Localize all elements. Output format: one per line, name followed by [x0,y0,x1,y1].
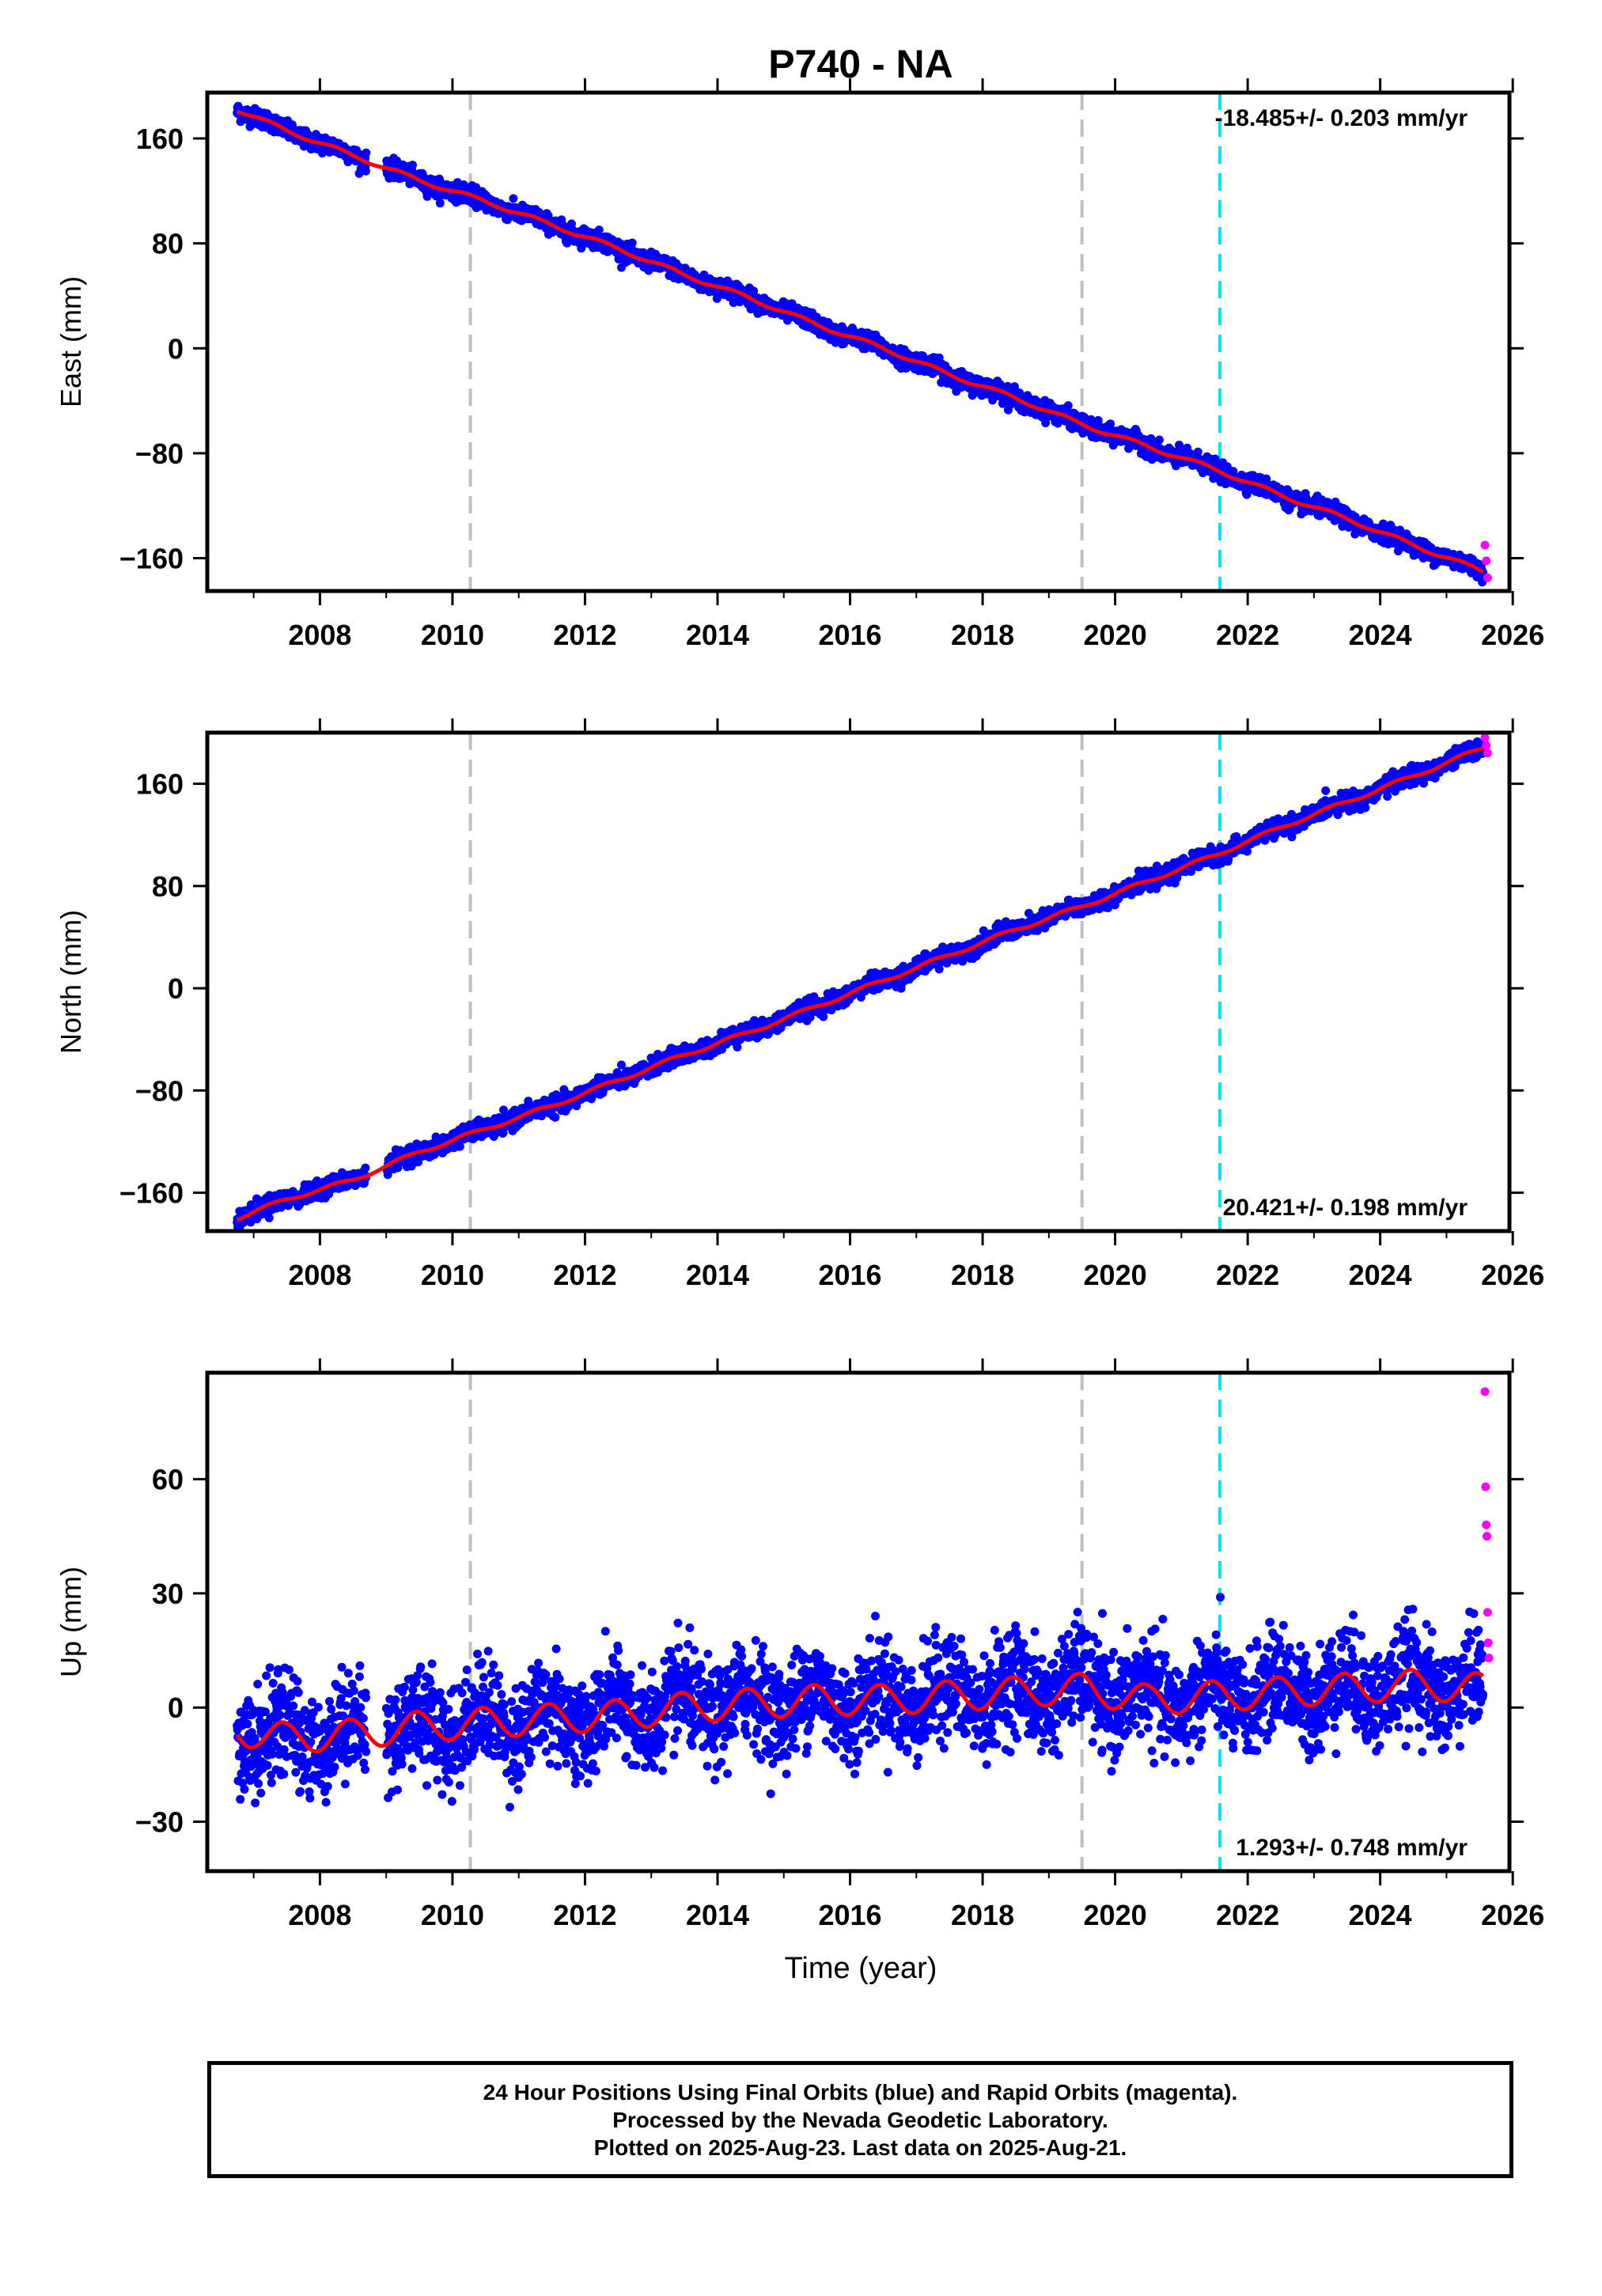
final-point [627,238,637,248]
final-point [712,294,721,303]
final-point [361,1163,370,1173]
final-point [264,1213,274,1222]
y-tick-label: −80 [135,438,184,470]
rate-label: -18.485+/- 0.203 mm/yr [1215,105,1468,131]
x-tick-label: 2010 [421,619,484,651]
rapid-point [1482,556,1491,566]
final-point [408,161,417,170]
panel-1: 2008 2010 2012 2014 2016 2018 2020 2022 2024 2026… [55,78,1544,651]
final-orbit-points [233,737,1487,1233]
final-point [509,194,518,203]
y-tick-label: −160 [119,543,184,575]
final-point [551,1112,560,1122]
x-tick-label: 2012 [553,619,616,651]
panel-2: 2008 2010 2012 2014 2016 2018 2020 2022 2024 2026… [55,718,1544,1291]
final-point [435,199,445,208]
x-tick-label: 2022 [1216,619,1279,651]
x-tick-label: 2024 [1349,619,1412,651]
rapid-point [1480,540,1490,550]
final-point [362,148,371,157]
figure-title: P740 - NA [768,42,952,86]
final-point [1154,435,1164,445]
y-tick-label: 80 [152,228,184,260]
final-point [1063,401,1073,411]
rapid-point [1483,573,1492,582]
y-tick-label: 0 [168,332,184,365]
final-point [594,225,604,235]
final-orbit-points [233,101,1487,587]
x-tick-label: 2008 [288,619,351,651]
x-tick-label: 2016 [818,619,881,651]
final-point [361,166,370,176]
x-tick-label: 2018 [951,619,1014,651]
x-tick-label: 2026 [1481,619,1544,651]
x-tick-label: 2020 [1084,619,1147,651]
panels: 2008 2010 2012 2014 2016 2018 2020 2022 2024 2026… [55,78,1544,1931]
y-tick-label: 160 [136,123,184,155]
y-axis-label: East (mm) [55,276,87,407]
x-tick-label: 2014 [686,619,749,651]
